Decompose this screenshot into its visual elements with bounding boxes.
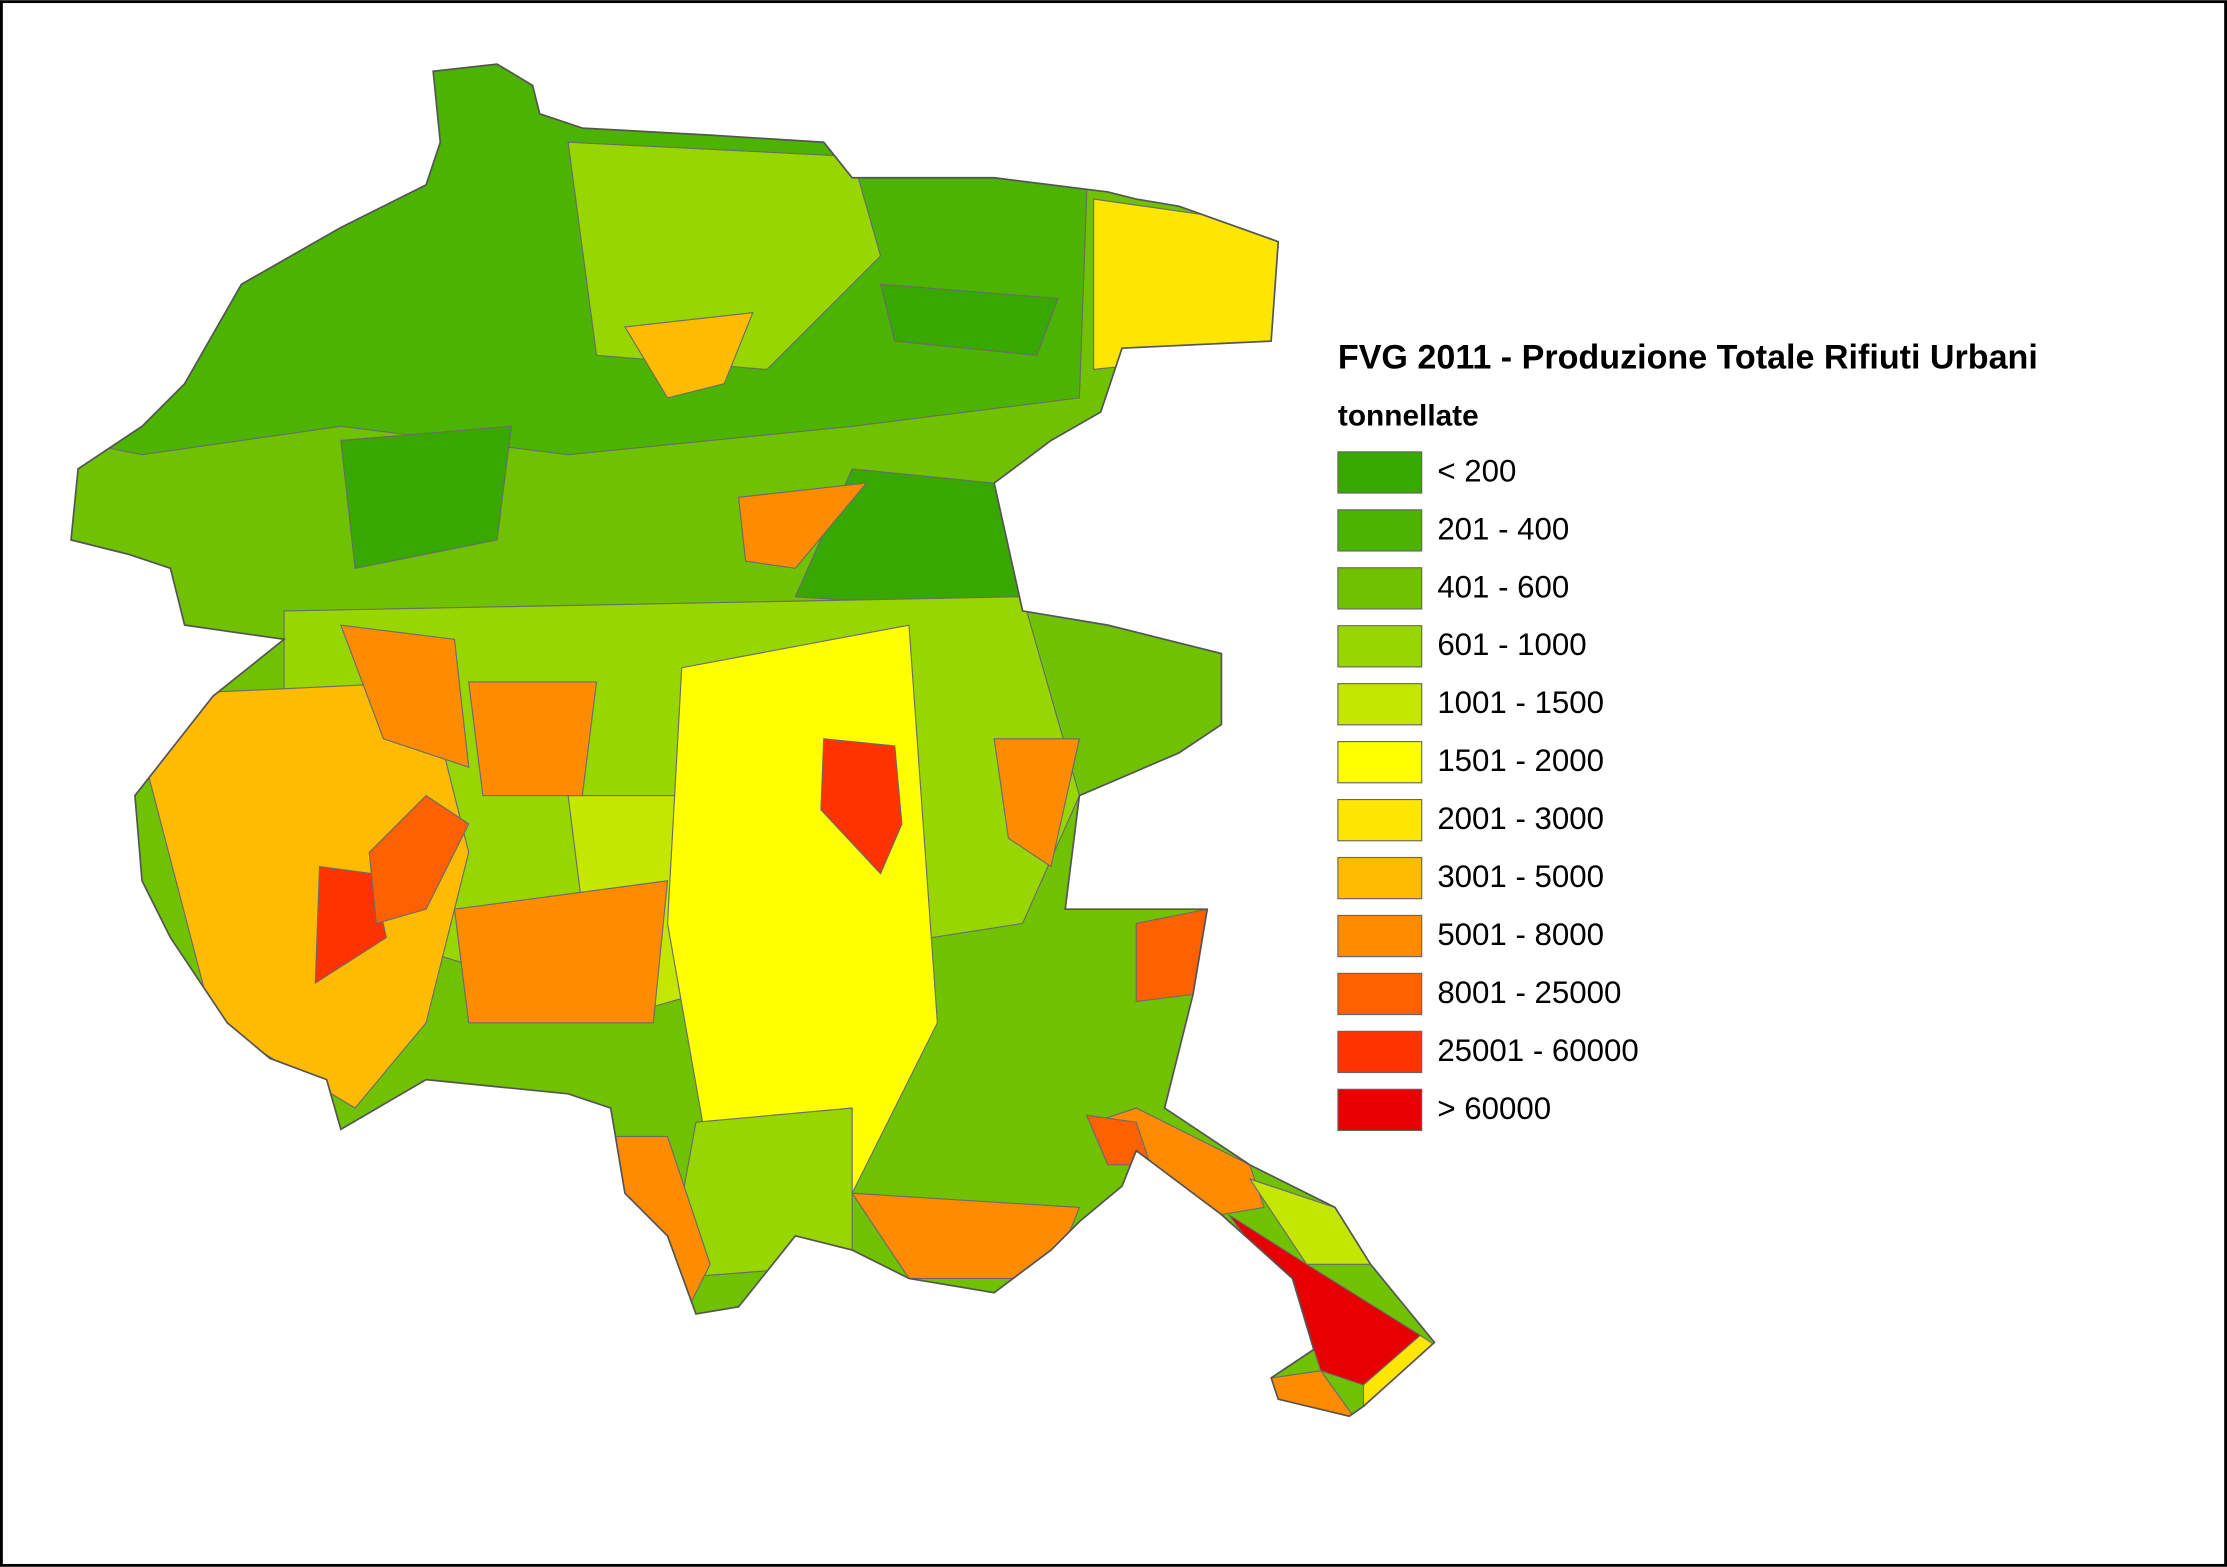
legend-label: < 200 (1437, 453, 1516, 488)
legend-swatch (1337, 1030, 1423, 1074)
legend-label: 2001 - 3000 (1437, 801, 1604, 836)
legend-swatch (1337, 972, 1423, 1016)
region (820, 738, 903, 875)
region (468, 681, 598, 797)
legend-swatch (1337, 625, 1423, 668)
region (567, 141, 882, 371)
legend-swatch (1337, 1088, 1423, 1132)
legend-swatch (1337, 451, 1423, 494)
legend-label: 1501 - 2000 (1437, 743, 1604, 778)
legend-label: 5001 - 8000 (1437, 917, 1604, 952)
legend-label: 25001 - 60000 (1437, 1033, 1638, 1068)
legend: FVG 2011 - Produzione Totale Rifiuti Urb… (1337, 339, 2038, 1132)
legend-subtitle: tonnellate (1338, 400, 1479, 433)
legend-label: 201 - 400 (1437, 511, 1569, 546)
region (340, 624, 470, 768)
legend-swatch (1337, 798, 1423, 842)
region (623, 312, 754, 399)
legend-swatch (1337, 856, 1423, 900)
legend-label: 3001 - 5000 (1437, 859, 1604, 894)
region (368, 794, 470, 925)
legend-swatch (1337, 509, 1423, 552)
region (737, 482, 868, 569)
legend-swatch (1337, 741, 1423, 784)
region (340, 425, 512, 570)
region (314, 865, 387, 985)
legend-label: > 60000 (1437, 1091, 1551, 1126)
region (879, 283, 1059, 356)
legend-label: 8001 - 25000 (1437, 975, 1621, 1010)
legend-swatch (1337, 567, 1423, 610)
legend-swatch (1337, 914, 1423, 958)
legend-label: 601 - 1000 (1437, 627, 1586, 662)
legend-label: 401 - 600 (1437, 569, 1569, 604)
legend-label: 1001 - 1500 (1437, 685, 1604, 720)
map-title: FVG 2011 - Produzione Totale Rifiuti Urb… (1338, 339, 2038, 377)
legend-swatch (1337, 683, 1423, 726)
region (993, 738, 1081, 868)
region (453, 880, 669, 1024)
